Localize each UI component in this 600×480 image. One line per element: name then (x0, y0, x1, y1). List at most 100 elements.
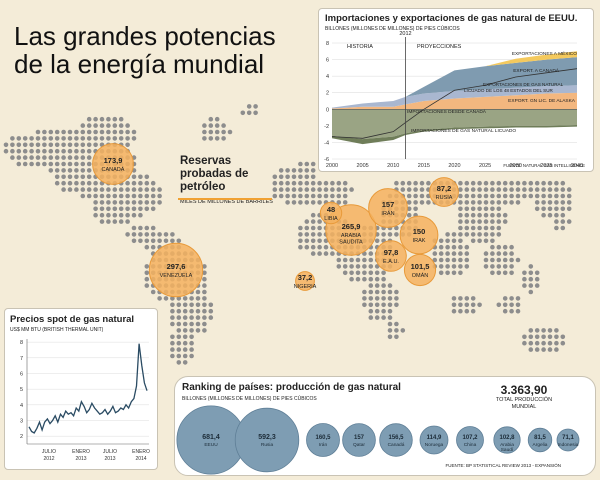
map-dot (298, 225, 303, 231)
map-dot (112, 123, 118, 128)
map-dot (451, 232, 457, 237)
map-dot (317, 187, 322, 192)
map-dot (490, 180, 495, 186)
map-dot (554, 193, 559, 199)
reserve-name: IRÁN (381, 210, 394, 217)
spot-xtick-label: JULIO (42, 449, 56, 455)
map-dot (502, 308, 508, 314)
map-dot (406, 212, 412, 218)
map-dot (445, 270, 450, 276)
map-dot (54, 148, 60, 154)
map-dot (125, 232, 130, 237)
map-dot (298, 193, 303, 199)
map-dot (202, 276, 207, 282)
map-dot (541, 200, 546, 205)
map-dot (131, 200, 137, 205)
map-dot (323, 180, 329, 186)
reserve-name: ARABIA (341, 233, 362, 239)
map-dot (317, 193, 322, 199)
map-dot (125, 187, 130, 192)
map-dot (502, 180, 508, 186)
map-dot (509, 308, 514, 314)
map-dot (330, 180, 335, 186)
map-dot (330, 193, 335, 199)
map-dot (176, 353, 182, 359)
spot-ytick: 3 (20, 418, 23, 424)
map-dot (195, 302, 201, 308)
map-dot (368, 264, 374, 269)
map-dot (208, 308, 214, 314)
map-dot (278, 180, 284, 186)
map-dot (528, 289, 534, 295)
map-dot (170, 347, 175, 352)
map-dot (541, 347, 546, 352)
map-dot (74, 129, 79, 135)
map-dot (10, 148, 15, 154)
map-dot (291, 180, 297, 186)
map-dot (106, 206, 111, 212)
map-dot (547, 334, 553, 340)
map-dot (138, 212, 143, 218)
spot-price-title: Precios spot de gas natural (10, 314, 135, 325)
map-dot (483, 193, 489, 199)
map-dot (48, 161, 54, 167)
map-dot (490, 238, 495, 244)
spot-price-panel: Precios spot de gas natural US$ MM BTU (… (4, 308, 158, 470)
map-dot (208, 123, 214, 128)
map-dot (131, 180, 137, 186)
map-dot (534, 283, 540, 288)
map-dot (86, 161, 92, 167)
map-dot (381, 289, 386, 295)
map-dot (451, 264, 457, 269)
map-dot (464, 232, 470, 237)
map-dot (330, 187, 335, 192)
map-dot (176, 296, 182, 301)
map-dot (458, 244, 463, 250)
map-dot (125, 142, 130, 148)
map-dot (3, 142, 9, 148)
map-dot (528, 334, 534, 340)
map-dot (86, 180, 92, 186)
reserve-name: SAUDITA (339, 240, 363, 246)
map-dot (157, 200, 162, 205)
map-dot (61, 161, 66, 167)
map-dot (438, 251, 444, 256)
map-dot (458, 308, 463, 314)
map-dot (387, 308, 393, 314)
map-dot (202, 264, 207, 269)
map-dot (99, 206, 105, 212)
map-dot (304, 161, 310, 167)
map-dot (560, 200, 566, 205)
map-dot (170, 334, 175, 340)
map-dot (509, 302, 514, 308)
map-dot (42, 161, 47, 167)
map-dot (317, 200, 322, 205)
map-dot (42, 155, 47, 160)
map-dot (496, 180, 502, 186)
map-dot (323, 238, 329, 244)
map-dot (86, 148, 92, 154)
map-dot (131, 136, 137, 141)
map-dot (534, 206, 540, 212)
map-dot (189, 340, 194, 346)
map-dot (317, 219, 322, 224)
map-dot (125, 136, 130, 141)
map-dot (176, 302, 182, 308)
map-dot (451, 296, 457, 301)
map-dot (374, 289, 380, 295)
map-dot (374, 276, 380, 282)
map-dot (253, 104, 258, 109)
map-dot (554, 225, 559, 231)
map-dot (131, 225, 137, 231)
production-bubble (379, 423, 413, 457)
map-dot (182, 334, 188, 340)
map-dot (362, 302, 367, 308)
map-dot (426, 180, 431, 186)
map-dot (176, 321, 182, 327)
map-dot (131, 187, 137, 192)
map-dot (515, 257, 521, 263)
map-dot (106, 123, 111, 128)
map-dot (451, 238, 457, 244)
map-dot (458, 296, 463, 301)
map-dot (323, 193, 329, 199)
